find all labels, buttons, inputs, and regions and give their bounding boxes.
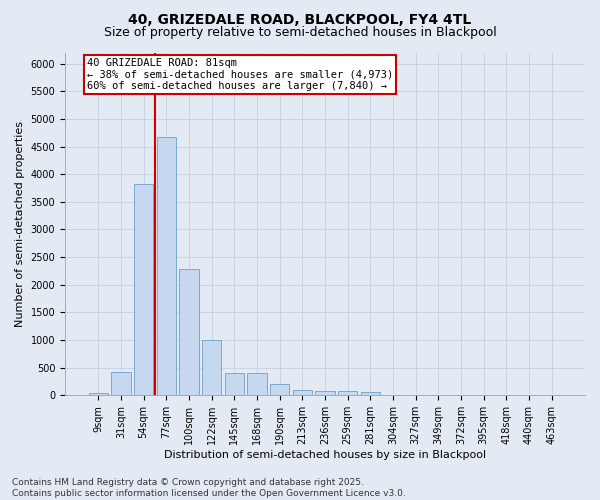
Bar bbox=[224, 372, 244, 396]
Bar bbox=[157, 136, 176, 396]
Text: Size of property relative to semi-detached houses in Blackpool: Size of property relative to semi-detach… bbox=[104, 26, 496, 39]
Bar bbox=[338, 392, 358, 396]
Bar bbox=[112, 372, 131, 396]
Text: 40, GRIZEDALE ROAD, BLACKPOOL, FY4 4TL: 40, GRIZEDALE ROAD, BLACKPOOL, FY4 4TL bbox=[128, 12, 472, 26]
Bar bbox=[179, 270, 199, 396]
Bar bbox=[202, 340, 221, 396]
X-axis label: Distribution of semi-detached houses by size in Blackpool: Distribution of semi-detached houses by … bbox=[164, 450, 486, 460]
Bar bbox=[361, 392, 380, 396]
Bar bbox=[247, 372, 266, 396]
Bar bbox=[270, 384, 289, 396]
Bar bbox=[293, 390, 312, 396]
Y-axis label: Number of semi-detached properties: Number of semi-detached properties bbox=[15, 121, 25, 327]
Bar bbox=[134, 184, 153, 396]
Bar bbox=[316, 391, 335, 396]
Text: 40 GRIZEDALE ROAD: 81sqm
← 38% of semi-detached houses are smaller (4,973)
60% o: 40 GRIZEDALE ROAD: 81sqm ← 38% of semi-d… bbox=[87, 58, 393, 91]
Bar bbox=[89, 392, 108, 396]
Text: Contains HM Land Registry data © Crown copyright and database right 2025.
Contai: Contains HM Land Registry data © Crown c… bbox=[12, 478, 406, 498]
